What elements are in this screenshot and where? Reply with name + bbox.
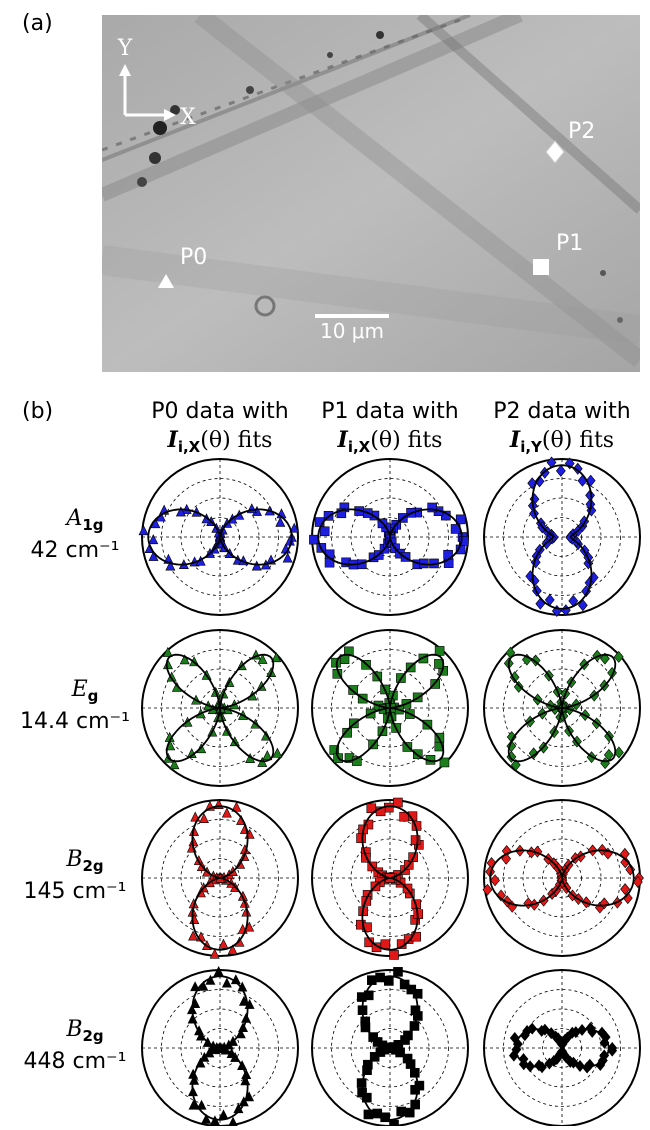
text-part: B [65,1017,82,1042]
data-marker [411,836,420,845]
text-part: A [64,506,82,531]
panel-label: (a) [22,11,53,36]
text-part: I [337,427,349,453]
row-label: 145 cm⁻¹ [24,879,127,904]
row-label: 448 cm⁻¹ [24,1049,127,1074]
polar-plot [312,798,468,959]
polar-plot [483,800,644,956]
polar-plot [142,800,298,959]
data-marker [229,1117,238,1126]
column-header: P0 data with [151,399,288,424]
row-label: 42 cm⁻¹ [31,538,120,563]
row-label: 14.4 cm⁻¹ [20,709,130,734]
polar-plot [139,459,299,615]
data-marker [390,1120,399,1126]
column-header: Ii,X(θ) fits [167,427,273,456]
text-part: i,X [348,438,371,456]
point-label: P1 [556,231,583,256]
column-header: Ii,X(θ) fits [337,427,443,456]
polar-plot [312,630,468,786]
point-label: P2 [568,119,595,144]
data-marker [578,475,587,486]
data-marker [222,808,231,817]
data-marker [309,535,318,544]
polar-plot [484,630,640,786]
text-part: B [65,847,82,872]
text-part: 2g [82,1027,103,1045]
row-label: A1g [64,506,103,534]
data-marker [415,1081,424,1090]
polar-plot [142,630,298,786]
data-marker [149,535,158,544]
text-part: (θ) fits [370,428,442,453]
data-marker [384,803,393,812]
polar-plot [484,457,640,617]
text-part: I [167,427,179,453]
point-label: P0 [180,245,207,270]
data-marker [320,527,329,536]
row-label: Eg [71,677,99,705]
axis-label: Y [117,36,133,61]
column-header: Ii,Y(θ) fits [509,427,614,456]
scale-label: 10 μm [320,319,384,343]
data-marker [139,526,148,535]
polar-plot [142,967,298,1126]
text-part: i,X [178,438,201,456]
text-part: (θ) fits [200,428,272,453]
data-marker [273,748,282,757]
data-marker [556,465,565,476]
polar-plot [309,459,468,615]
data-marker [235,937,244,946]
data-marker [252,561,261,570]
data-marker [357,834,366,843]
data-marker [214,967,223,976]
figure: (a) Y X P0 P1 P2 10 μm (b) P0 data with I… [0,0,650,1126]
data-marker [381,940,390,949]
panel-label: (b) [22,399,53,424]
axis-label: X [180,105,196,130]
data-marker [393,798,402,807]
marker-p1 [533,259,549,275]
polar-plot [484,970,640,1126]
text-part: g [88,687,99,705]
row-label: B2g [65,847,103,875]
text-part: E [71,677,88,702]
row-label: B2g [65,1017,103,1045]
text-part: i,Y [520,438,543,456]
column-header: P2 data with [493,399,630,424]
data-marker [390,950,399,959]
page: (a) Y X P0 P1 P2 10 μm (b) P0 data with I… [0,0,650,1126]
data-marker [384,976,393,985]
data-marker [514,681,523,692]
column-header: P1 data with [321,399,458,424]
data-marker [222,978,231,987]
data-marker [536,598,545,609]
data-marker [411,1006,420,1015]
data-marker [172,682,181,691]
data-marker [435,646,444,655]
text-part: 1g [82,516,103,534]
text-part: I [509,427,521,453]
text-part: 2g [82,857,103,875]
text-part: (θ) fits [542,428,614,453]
polar-plot [312,967,468,1126]
data-marker [394,967,403,976]
data-marker [210,949,219,958]
